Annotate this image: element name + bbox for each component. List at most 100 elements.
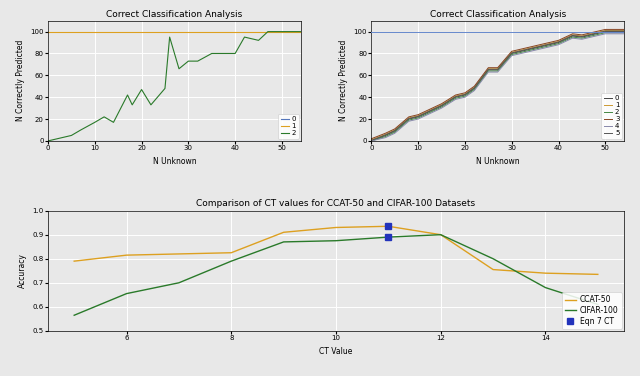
Legend: CCAT-50, CIFAR-100, Eqn 7 CT: CCAT-50, CIFAR-100, Eqn 7 CT <box>561 293 621 329</box>
Legend: 0, 1, 2: 0, 1, 2 <box>278 114 298 139</box>
2 <box>105 117 113 122</box>
2 <box>138 87 145 92</box>
0 <box>297 139 305 143</box>
1 <box>105 29 113 34</box>
CCAT-50 <box>227 250 235 255</box>
X-axis label: N Unknown: N Unknown <box>476 157 520 166</box>
Title: Comparison of CT values for CCAT-50 and CIFAR-100 Datasets: Comparison of CT values for CCAT-50 and … <box>196 200 476 208</box>
4 <box>602 32 609 36</box>
1 <box>292 29 300 34</box>
1 <box>461 92 468 96</box>
4 <box>616 32 623 36</box>
5 <box>428 108 436 112</box>
0 <box>461 93 468 97</box>
1 <box>616 28 623 33</box>
5 <box>461 92 468 97</box>
CCAT-50 <box>123 253 131 258</box>
4 <box>414 117 422 121</box>
2 <box>592 33 600 37</box>
2 <box>428 109 436 114</box>
Line: 1: 1 <box>371 30 624 140</box>
CCAT-50 <box>385 224 392 229</box>
CIFAR-100 <box>594 302 602 307</box>
2 <box>273 29 281 34</box>
0 <box>105 139 113 143</box>
CCAT-50 <box>332 225 340 230</box>
CIFAR-100 <box>385 235 392 240</box>
4 <box>461 95 468 99</box>
Title: Correct Classification Analysis: Correct Classification Analysis <box>429 9 566 18</box>
3 <box>620 27 628 32</box>
2 <box>414 116 422 120</box>
3 <box>602 27 609 32</box>
CIFAR-100 <box>280 240 287 244</box>
2 <box>620 30 628 35</box>
0 <box>292 139 300 143</box>
CCAT-50 <box>437 232 445 237</box>
0 <box>138 139 145 143</box>
2 <box>44 139 52 143</box>
4 <box>396 127 403 132</box>
2 <box>264 29 272 34</box>
2 <box>297 29 305 34</box>
4 <box>428 110 436 115</box>
0 <box>414 115 422 119</box>
5 <box>396 124 403 129</box>
1 <box>602 28 609 33</box>
2 <box>396 126 403 130</box>
CCAT-50 <box>175 252 183 256</box>
Line: 2: 2 <box>371 33 624 141</box>
Line: CIFAR-100: CIFAR-100 <box>74 235 598 315</box>
2 <box>72 130 80 135</box>
CIFAR-100 <box>541 285 549 290</box>
2 <box>91 120 99 124</box>
3 <box>367 136 375 141</box>
CIFAR-100 <box>489 256 497 261</box>
2 <box>602 30 609 35</box>
0 <box>620 29 628 34</box>
4 <box>592 34 600 38</box>
1 <box>367 138 375 142</box>
0 <box>592 32 600 36</box>
1 <box>620 28 628 33</box>
3 <box>461 91 468 95</box>
2 <box>461 94 468 99</box>
1 <box>269 29 276 34</box>
5 <box>592 31 600 35</box>
4 <box>367 139 375 143</box>
X-axis label: CT Value: CT Value <box>319 347 353 356</box>
3 <box>414 112 422 117</box>
Line: 5: 5 <box>371 31 624 140</box>
CIFAR-100 <box>437 232 445 237</box>
0 <box>44 139 52 143</box>
2 <box>367 139 375 143</box>
2 <box>292 29 300 34</box>
Y-axis label: N Correctly Predicted: N Correctly Predicted <box>339 40 348 121</box>
CCAT-50 <box>280 230 287 235</box>
CIFAR-100 <box>123 291 131 296</box>
4 <box>620 32 628 36</box>
5 <box>616 29 623 33</box>
5 <box>620 29 628 33</box>
X-axis label: N Unknown: N Unknown <box>152 157 196 166</box>
CCAT-50 <box>489 267 497 272</box>
CCAT-50 <box>541 271 549 276</box>
1 <box>138 29 145 34</box>
5 <box>414 114 422 118</box>
5 <box>367 138 375 143</box>
1 <box>72 29 80 34</box>
1 <box>297 29 305 34</box>
0 <box>428 108 436 112</box>
0 <box>269 139 276 143</box>
0 <box>367 139 375 143</box>
CIFAR-100 <box>70 313 78 317</box>
CIFAR-100 <box>332 238 340 243</box>
3 <box>592 29 600 34</box>
Line: 4: 4 <box>371 34 624 141</box>
Y-axis label: Accuracy: Accuracy <box>18 253 27 288</box>
Y-axis label: N Correctly Predicted: N Correctly Predicted <box>16 40 25 121</box>
1 <box>592 30 600 35</box>
Line: 3: 3 <box>371 29 624 139</box>
3 <box>396 123 403 127</box>
Title: Correct Classification Analysis: Correct Classification Analysis <box>106 9 243 18</box>
